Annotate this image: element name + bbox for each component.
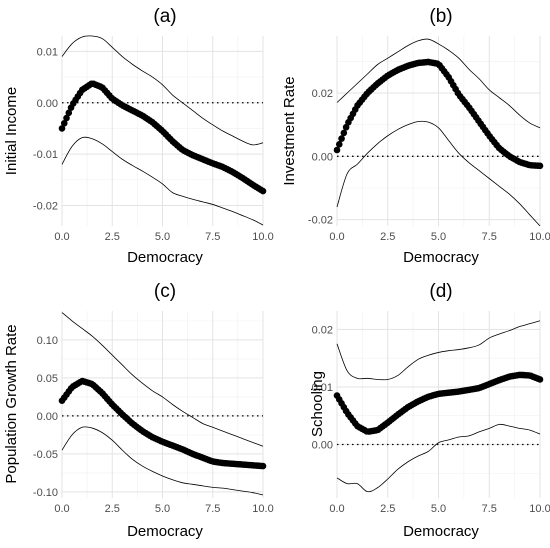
y-tick-label: 0.00	[312, 439, 333, 451]
y-tick-label: 0.10	[37, 335, 58, 347]
x-axis-title: Democracy	[127, 523, 203, 540]
estimate-point	[65, 109, 73, 117]
x-tick-label: 7.5	[482, 503, 497, 515]
x-tick-label: 2.5	[380, 503, 395, 515]
panel-title: (a)	[153, 6, 176, 27]
x-axis-title: Democracy	[403, 249, 479, 266]
estimate-series	[333, 371, 544, 435]
x-tick-label: 2.5	[105, 231, 120, 243]
confidence-bound-lower	[336, 120, 541, 227]
x-tick-label: 5.0	[155, 231, 170, 243]
estimate-series	[58, 377, 267, 470]
x-tick-label: 0.0	[54, 231, 69, 243]
x-tick-label: 5.0	[431, 503, 446, 515]
y-tick-label: -0.05	[33, 449, 58, 461]
y-tick-label: 0.00	[37, 98, 58, 110]
x-tick-label: 10.0	[529, 503, 550, 515]
estimate-point	[333, 146, 341, 154]
x-tick-label: 7.5	[205, 231, 220, 243]
estimate-series	[58, 80, 267, 195]
panel-b: 0.0 2.5 5.0 7.5 10.0 -0.02 0.00 0.02 (b) Democrac…	[281, 6, 550, 266]
estimate-point	[259, 462, 267, 470]
y-axis-title: Initial Income	[3, 87, 20, 175]
estimate-point	[536, 376, 544, 383]
panel-title: (b)	[429, 6, 452, 27]
x-tick-label: 2.5	[105, 503, 120, 515]
y-tick-label: 0.05	[37, 373, 58, 385]
x-tick-label: 10.0	[252, 231, 273, 243]
y-tick-label: -0.10	[33, 487, 58, 499]
x-tick-label: 7.5	[205, 503, 220, 515]
x-axis-title: Democracy	[127, 249, 203, 266]
panel-c: 0.0 2.5 5.0 7.5 10.0 -0.10 -0.05 0.00 0.05 0.10 (c…	[3, 281, 274, 540]
y-tick-label: 0.02	[312, 324, 333, 336]
x-tick-label: 10.0	[252, 503, 273, 515]
panel-a: 0.0 2.5 5.0 7.5 10.0 -0.02 -0.01 0.00 0.01 (a) Dem…	[3, 6, 274, 266]
estimate-point	[342, 123, 350, 131]
x-tick-label: 0.0	[54, 503, 69, 515]
y-tick-label: 0.00	[312, 151, 333, 163]
y-axis-title: Investment Rate	[281, 76, 298, 185]
estimate-point	[536, 162, 544, 170]
x-tick-label: 0.0	[329, 231, 344, 243]
confidence-bound-upper	[61, 35, 264, 146]
y-tick-label: -0.02	[308, 215, 333, 227]
y-tick-label: 0.02	[312, 88, 333, 100]
estimate-point	[259, 187, 267, 195]
estimate-point	[340, 129, 348, 137]
panel-d: 0.0 2.5 5.0 7.5 10.0 0.00 0.01 0.02 (d) Democracy…	[309, 281, 550, 540]
estimate-point	[335, 141, 343, 148]
x-tick-label: 7.5	[482, 231, 497, 243]
confidence-bound-upper	[61, 312, 264, 447]
estimate-point	[338, 135, 345, 142]
y-axis-title: Schooling	[309, 371, 326, 437]
y-tick-label: -0.01	[33, 149, 58, 161]
estimate-point	[60, 119, 68, 127]
x-tick-label: 2.5	[380, 231, 395, 243]
estimate-point	[58, 125, 66, 132]
y-tick-label: 0.00	[37, 411, 58, 423]
confidence-bound-upper	[336, 320, 541, 381]
estimate-point	[63, 114, 70, 122]
confidence-bound-lower	[61, 426, 264, 496]
x-tick-label: 10.0	[529, 231, 550, 243]
x-axis-title: Democracy	[403, 523, 479, 540]
panel-title: (c)	[154, 281, 176, 302]
x-tick-label: 5.0	[431, 231, 446, 243]
y-tick-label: 0.01	[37, 46, 58, 58]
y-tick-label: -0.02	[33, 200, 58, 212]
x-tick-label: 5.0	[155, 503, 170, 515]
estimate-series	[333, 58, 544, 170]
confidence-bound-upper	[336, 38, 541, 129]
confidence-bound-lower	[61, 136, 264, 226]
x-tick-label: 0.0	[329, 503, 344, 515]
confidence-bound-lower	[336, 423, 541, 493]
y-axis-title: Population Growth Rate	[3, 324, 20, 483]
panel-title: (d)	[429, 281, 452, 302]
y-tick-label: 0.01	[312, 382, 333, 394]
